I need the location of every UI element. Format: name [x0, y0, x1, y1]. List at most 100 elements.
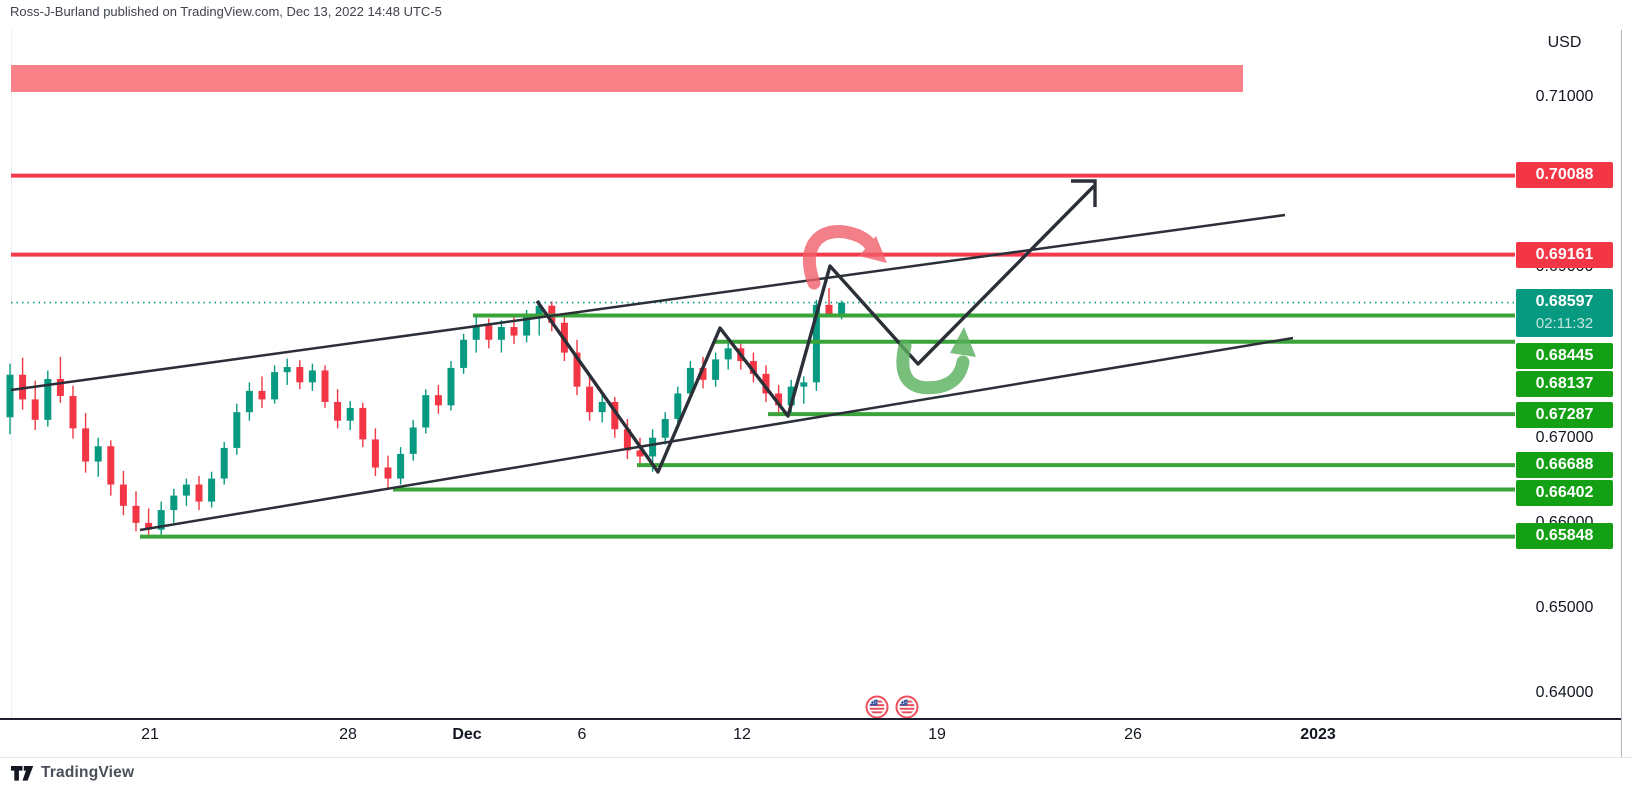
candle-body	[283, 367, 291, 373]
candle-body	[623, 429, 631, 451]
candle-body	[69, 396, 77, 429]
candle	[82, 413, 90, 473]
price-tick-0.65000: 0.65000	[1535, 599, 1594, 616]
us-flag-icon[interactable]	[865, 695, 889, 719]
candle-body	[787, 386, 795, 406]
countdown-timer: 02:11:32	[1535, 315, 1594, 332]
price-label-0.65848[interactable]: 0.65848	[1516, 523, 1613, 549]
candle	[586, 373, 594, 421]
reversal-down-arrow[interactable]	[802, 224, 887, 290]
candle-body	[724, 348, 732, 360]
candle	[107, 440, 115, 496]
candle	[825, 287, 833, 317]
candle-body	[107, 446, 115, 485]
candle-body	[119, 484, 127, 506]
candle	[19, 357, 27, 410]
candle	[321, 365, 329, 408]
time-tick-19: 19	[928, 726, 946, 743]
candle-body	[271, 372, 279, 400]
candle	[497, 320, 505, 353]
reversal-down-arrow-head	[859, 236, 887, 263]
channel-upper-trendline[interactable]	[10, 213, 1286, 392]
supply-zone[interactable]	[11, 65, 1243, 92]
price-label-0.70088[interactable]: 0.70088	[1516, 162, 1613, 188]
candle-body	[296, 367, 304, 383]
candle-body	[485, 325, 493, 340]
candle-body	[208, 478, 216, 502]
candle	[762, 365, 770, 402]
time-tick-26: 26	[1124, 726, 1142, 743]
candle	[661, 412, 669, 445]
candle-body	[220, 447, 228, 479]
candle	[220, 441, 228, 485]
channel-lower-trendline[interactable]	[139, 336, 1294, 532]
bounce-up-arrow-head	[950, 327, 976, 357]
bounce-up-arrow-stroke	[896, 339, 970, 395]
candle	[623, 418, 631, 460]
candle	[346, 401, 354, 431]
candle-body	[535, 305, 543, 317]
candle-body	[359, 407, 367, 440]
candle	[447, 361, 455, 411]
candle	[31, 380, 39, 431]
candle	[384, 455, 392, 490]
bounce-up-arrow[interactable]	[896, 327, 976, 395]
candle-body	[573, 352, 581, 387]
candle-body	[31, 399, 39, 420]
candle-body	[56, 378, 64, 396]
candle	[170, 488, 178, 523]
price-label-0.67287[interactable]: 0.67287	[1516, 402, 1613, 428]
candle-body	[762, 373, 770, 394]
us-flag-icon[interactable]	[895, 695, 919, 719]
candle-body	[674, 393, 682, 419]
candle-body	[321, 370, 329, 402]
candle	[460, 333, 468, 374]
candle	[308, 363, 316, 391]
candle-body	[371, 439, 379, 468]
candle-body	[523, 316, 531, 336]
current-price-label[interactable]: 0.68597 02:11:32	[1516, 289, 1613, 337]
price-label-0.68137[interactable]: 0.68137	[1516, 371, 1613, 397]
tradingview-logo-icon[interactable]	[11, 765, 34, 782]
candle-body	[94, 446, 102, 462]
candle	[775, 384, 783, 414]
candle-body	[82, 428, 90, 462]
candle-body	[422, 395, 430, 428]
candle-body	[699, 367, 707, 380]
price-label-0.68445[interactable]: 0.68445	[1516, 343, 1613, 369]
candle	[69, 385, 77, 439]
candle	[6, 363, 14, 435]
candle-body	[308, 370, 316, 383]
candle	[182, 478, 190, 506]
candle-body	[838, 302, 846, 315]
projection-zigzag[interactable]	[535, 184, 1096, 474]
candle-body	[346, 407, 354, 421]
price-tick-0.67000: 0.67000	[1535, 429, 1594, 446]
price-label-0.66402[interactable]: 0.66402	[1516, 480, 1613, 506]
price-axis-border	[1621, 30, 1622, 757]
candle	[724, 341, 732, 370]
time-axis-border	[0, 718, 1621, 720]
candle	[409, 419, 417, 461]
footer-separator	[0, 757, 1633, 758]
candle-body	[775, 393, 783, 406]
price-label-0.66688[interactable]: 0.66688	[1516, 452, 1613, 478]
candle	[233, 403, 241, 455]
candle	[157, 501, 165, 535]
time-tick-Dec: Dec	[452, 726, 482, 743]
candle-body	[233, 412, 241, 448]
time-tick-28: 28	[339, 726, 357, 743]
candle	[573, 339, 581, 396]
candle-body	[825, 304, 833, 315]
candle-body	[157, 510, 165, 530]
price-label-0.69161[interactable]: 0.69161	[1516, 242, 1613, 268]
candle	[800, 376, 808, 404]
candle-body	[586, 386, 594, 413]
candle	[334, 389, 342, 429]
attribution-text: Ross-J-Burland published on TradingView.…	[10, 4, 442, 19]
time-tick-12: 12	[733, 726, 751, 743]
candle	[44, 370, 52, 427]
candle-body	[472, 325, 480, 340]
